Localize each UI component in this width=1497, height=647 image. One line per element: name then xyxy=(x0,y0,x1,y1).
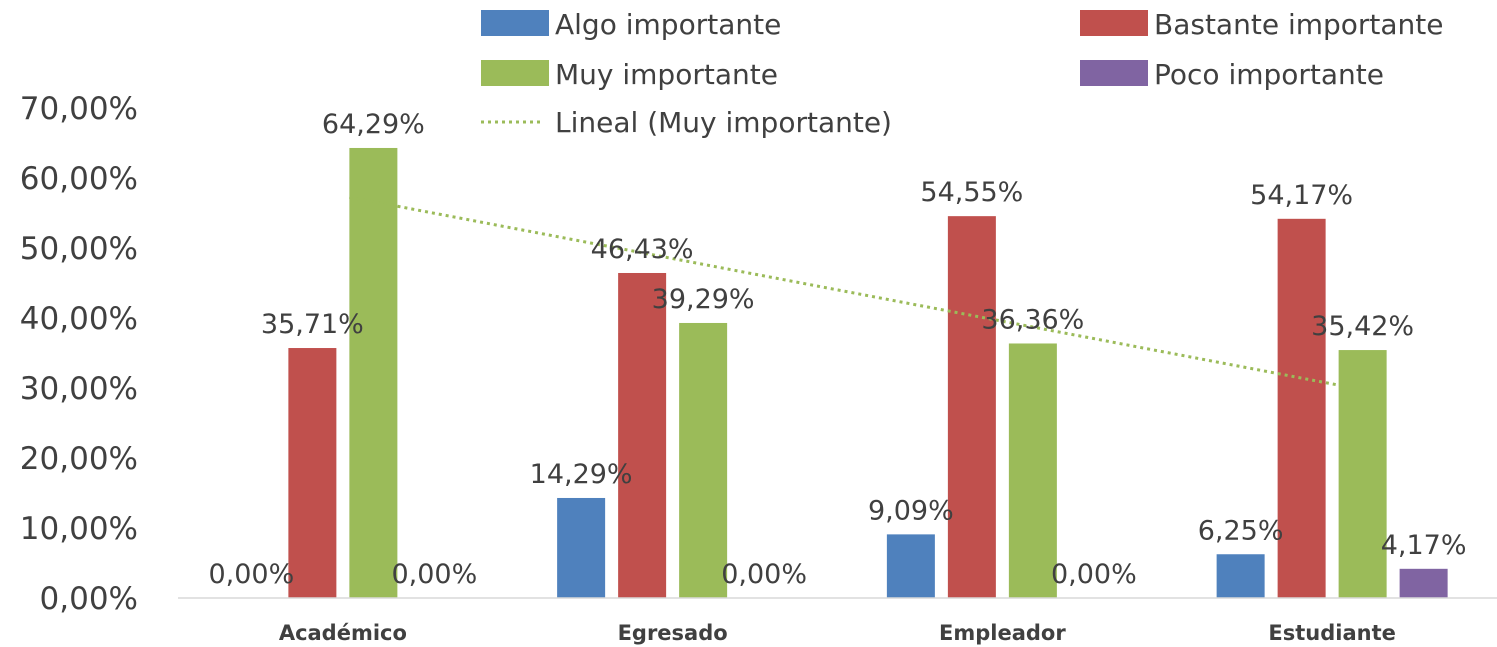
y-tick-label: 20,00% xyxy=(20,441,138,477)
data-label: 0,00% xyxy=(208,559,294,590)
legend-swatch-muy-importante xyxy=(481,60,549,86)
y-tick-label: 40,00% xyxy=(20,301,138,337)
bar-bastante-importante-egresado xyxy=(618,272,667,598)
y-axis: 0,00% 10,00% 20,00% 30,00% 40,00% 50,00% 60,00… xyxy=(20,91,138,617)
data-label: 35,42% xyxy=(1311,311,1414,342)
bar-algo-importante-egresado xyxy=(557,497,606,598)
y-tick-label: 60,00% xyxy=(20,161,138,197)
bar-bastante-importante-estudiante xyxy=(1277,218,1326,598)
bar-poco-importante-estudiante xyxy=(1399,568,1448,598)
y-tick-label: 30,00% xyxy=(20,371,138,407)
data-label: 6,25% xyxy=(1198,515,1284,546)
x-tick-label: Egresado xyxy=(618,621,728,645)
data-label: 0,00% xyxy=(391,559,477,590)
trendline-group xyxy=(349,195,1339,387)
data-label: 54,17% xyxy=(1250,180,1353,211)
chart-legend: Algo importante Bastante importante Muy im… xyxy=(481,8,1444,139)
data-label: 0,00% xyxy=(721,559,807,590)
bars-group xyxy=(288,147,1448,598)
y-tick-label: 50,00% xyxy=(20,231,138,267)
legend-swatch-poco-importante xyxy=(1080,60,1148,86)
bar-bastante-importante-empleador xyxy=(947,216,996,598)
bar-bastante-importante-academico xyxy=(288,348,337,598)
y-tick-label: 0,00% xyxy=(40,581,138,617)
bar-muy-importante-egresado xyxy=(679,322,728,598)
y-tick-label: 70,00% xyxy=(20,91,138,127)
data-label: 35,71% xyxy=(261,309,364,340)
data-label: 4,17% xyxy=(1381,530,1467,561)
legend-label-trendline: Lineal (Muy importante) xyxy=(555,106,892,139)
bar-muy-importante-empleador xyxy=(1008,343,1057,598)
data-label: 64,29% xyxy=(322,109,425,140)
bar-muy-importante-estudiante xyxy=(1338,350,1387,598)
x-tick-label: Estudiante xyxy=(1268,621,1395,645)
data-labels-group: 0,00% 14,29% 9,09% 6,25% 35,71% 46,43% 54,55% 5… xyxy=(208,109,1466,590)
data-label: 14,29% xyxy=(530,459,633,490)
trendline-muy-importante xyxy=(349,195,1339,387)
legend-label-muy-importante: Muy importante xyxy=(555,58,778,91)
x-tick-label: Empleador xyxy=(939,621,1066,645)
legend-swatch-algo-importante xyxy=(481,10,549,36)
legend-swatch-bastante-importante xyxy=(1080,10,1148,36)
legend-label-bastante-importante: Bastante importante xyxy=(1154,8,1444,41)
bar-muy-importante-academico xyxy=(349,147,398,598)
data-label: 39,29% xyxy=(652,284,755,315)
y-tick-label: 10,00% xyxy=(20,511,138,547)
bar-algo-importante-empleador xyxy=(886,534,935,598)
x-tick-label: Académico xyxy=(279,621,407,645)
legend-label-poco-importante: Poco importante xyxy=(1154,58,1384,91)
data-label: 0,00% xyxy=(1051,559,1137,590)
legend-label-algo-importante: Algo importante xyxy=(555,8,781,41)
bar-algo-importante-estudiante xyxy=(1216,554,1265,598)
data-label: 54,55% xyxy=(920,177,1023,208)
x-axis: Académico Egresado Empleador Estudiante xyxy=(178,597,1497,645)
data-label: 9,09% xyxy=(868,495,954,526)
data-label: 46,43% xyxy=(591,234,694,265)
data-label: 36,36% xyxy=(981,304,1084,335)
